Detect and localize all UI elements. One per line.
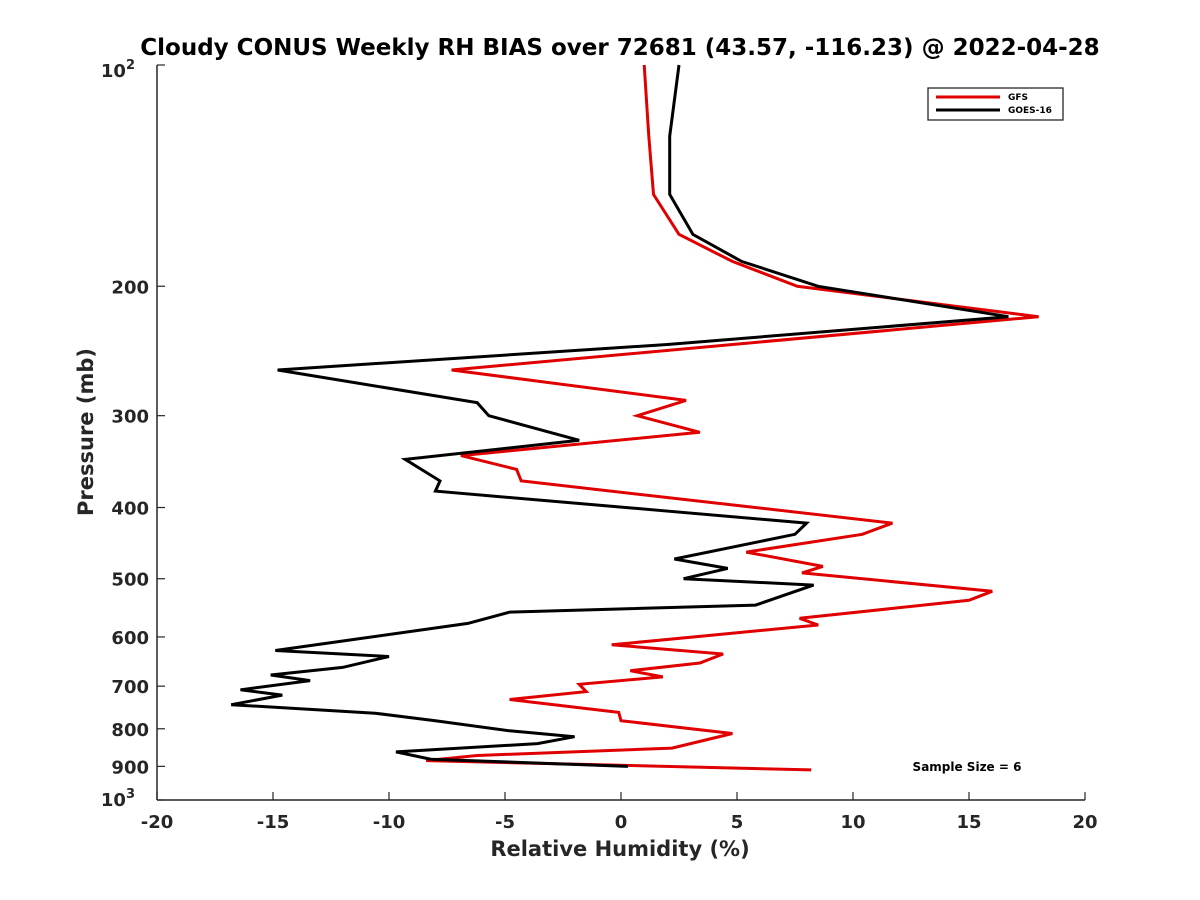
- y-tick-exponent: 2: [126, 58, 135, 73]
- y-tick-label: 600: [111, 628, 149, 649]
- y-tick-label: 500: [111, 570, 149, 591]
- y-tick-label: 700: [111, 677, 149, 698]
- x-tick-label: -10: [373, 812, 406, 833]
- x-tick-label: -5: [495, 812, 515, 833]
- y-tick-label: 200: [111, 277, 149, 298]
- legend-label: GOES-16: [1008, 106, 1052, 116]
- series-line-goes-16: [230, 64, 1009, 768]
- legend-label: GFS: [1008, 93, 1028, 103]
- x-tick-label: 20: [1072, 812, 1097, 833]
- y-tick-base: 10: [101, 61, 126, 82]
- x-axis-label: Relative Humidity (%): [490, 837, 749, 861]
- y-tick-label: 103: [101, 787, 135, 811]
- y-tick-label: 400: [111, 499, 149, 520]
- y-tick-exponent: 3: [126, 787, 135, 802]
- sample-size-annotation: Sample Size = 6: [913, 760, 1022, 774]
- legend: GFS GOES-16: [927, 87, 1064, 121]
- x-tick-label: -15: [257, 812, 290, 833]
- plot-axes: -20 -15 -10 -5 0 5 10 15 20102200300400500600700…: [101, 58, 1098, 833]
- series-line-gfs: [425, 64, 1039, 772]
- series-layer: [230, 64, 1039, 772]
- x-tick-label: 0: [615, 812, 628, 833]
- x-tick-label: -20: [141, 812, 174, 833]
- y-tick-label: 900: [111, 757, 149, 778]
- y-tick-label: 102: [101, 58, 135, 82]
- x-tick-label: 10: [840, 812, 865, 833]
- chart-title: Cloudy CONUS Weekly RH BIAS over 72681 (…: [140, 35, 1099, 61]
- y-tick-base: 10: [101, 790, 126, 811]
- legend-box: [927, 87, 1064, 121]
- y-tick-label: 800: [111, 720, 149, 741]
- x-tick-label: 15: [956, 812, 981, 833]
- y-axis-label: Pressure (mb): [74, 348, 98, 516]
- y-tick-label: 300: [111, 407, 149, 428]
- x-tick-label: 5: [731, 812, 744, 833]
